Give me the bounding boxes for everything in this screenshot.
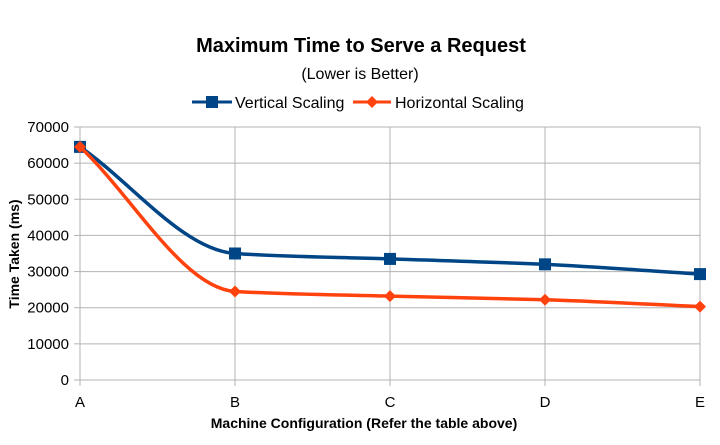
series-line (78, 145, 701, 309)
y-tick-label: 0 (61, 372, 69, 389)
legend-marker-vertical (206, 96, 218, 108)
data-point (384, 252, 396, 265)
data-point (539, 293, 551, 306)
x-tick-label: E (695, 394, 705, 411)
data-point (229, 247, 241, 260)
grid (74, 126, 701, 386)
y-tick-label: 70000 (27, 119, 69, 136)
y-axis-ticks: 0 10000 20000 30000 40000 50000 60000 70000 (27, 119, 69, 389)
legend-label-vertical: Vertical Scaling (235, 95, 344, 112)
legend: Vertical Scaling Horizontal Scaling (192, 95, 524, 112)
y-tick-label: 10000 (27, 336, 69, 353)
x-axis-ticks: A B C D E (75, 394, 705, 411)
data-point (694, 268, 706, 281)
x-tick-label: D (540, 394, 551, 411)
x-tick-label: B (230, 394, 240, 411)
y-tick-label: 30000 (27, 264, 69, 281)
data-point (384, 290, 396, 303)
chart-subtitle: (Lower is Better) (301, 66, 418, 83)
chart-title: Maximum Time to Serve a Request (196, 35, 526, 57)
y-tick-label: 20000 (27, 300, 69, 317)
data-point (74, 140, 86, 153)
y-axis-title: Time Taken (ms) (6, 199, 22, 308)
legend-marker-horizontal (366, 96, 378, 108)
data-point (229, 285, 241, 298)
series-1 (74, 140, 706, 313)
y-tick-label: 40000 (27, 227, 69, 244)
x-tick-label: C (385, 394, 396, 411)
y-tick-label: 50000 (27, 191, 69, 208)
series-layer (74, 140, 706, 313)
data-point (539, 258, 551, 271)
legend-label-horizontal: Horizontal Scaling (395, 95, 524, 112)
x-tick-label: A (75, 394, 85, 411)
y-tick-label: 60000 (27, 155, 69, 172)
data-point (694, 300, 706, 313)
x-axis-title: Machine Configuration (Refer the table a… (211, 415, 517, 431)
